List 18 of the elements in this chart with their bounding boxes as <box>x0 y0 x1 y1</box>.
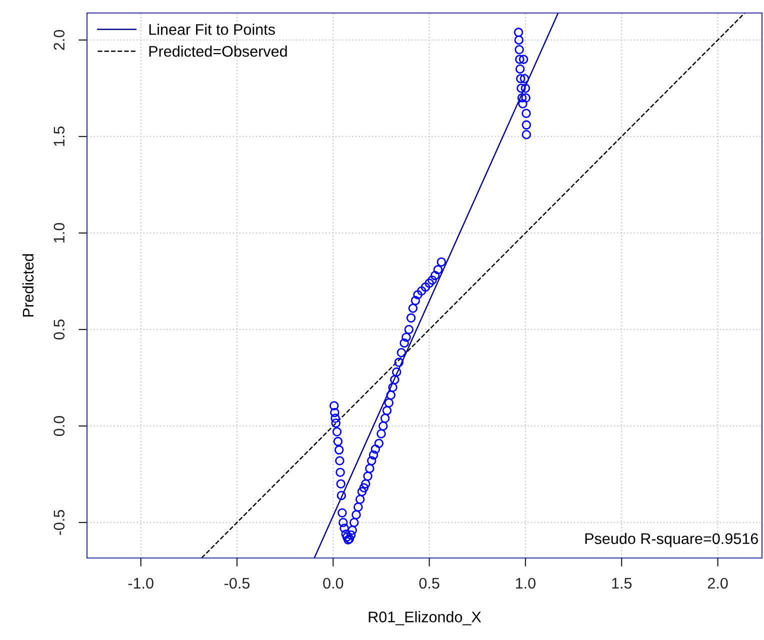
x-tick-label: 0.5 <box>419 578 440 589</box>
y-tick-label: 1.5 <box>54 126 65 146</box>
y-tick-label: 2.0 <box>54 30 65 50</box>
x-tick-label: -0.5 <box>224 578 250 589</box>
legend-label: Predicted=Observed <box>149 46 287 57</box>
x-tick-label: 1.0 <box>516 578 536 589</box>
x-tick-label: 0.0 <box>323 578 344 589</box>
y-tick-label: -0.5 <box>54 510 65 535</box>
y-axis-title: Predicted <box>22 254 34 317</box>
y-tick-label: 0.5 <box>54 320 65 340</box>
y-tick-label: 1.0 <box>54 222 65 242</box>
annotation: Pseudo R-square=0.9516 <box>585 532 758 548</box>
x-tick-label: -1.0 <box>128 578 154 589</box>
x-tick-label: 2.0 <box>708 578 728 589</box>
y-tick-label: 0.0 <box>54 416 65 436</box>
legend-label: Linear Fit to Points <box>149 24 275 35</box>
x-tick-label: 1.5 <box>612 578 632 589</box>
x-axis-title: R01_Elizondo_X <box>368 611 482 626</box>
